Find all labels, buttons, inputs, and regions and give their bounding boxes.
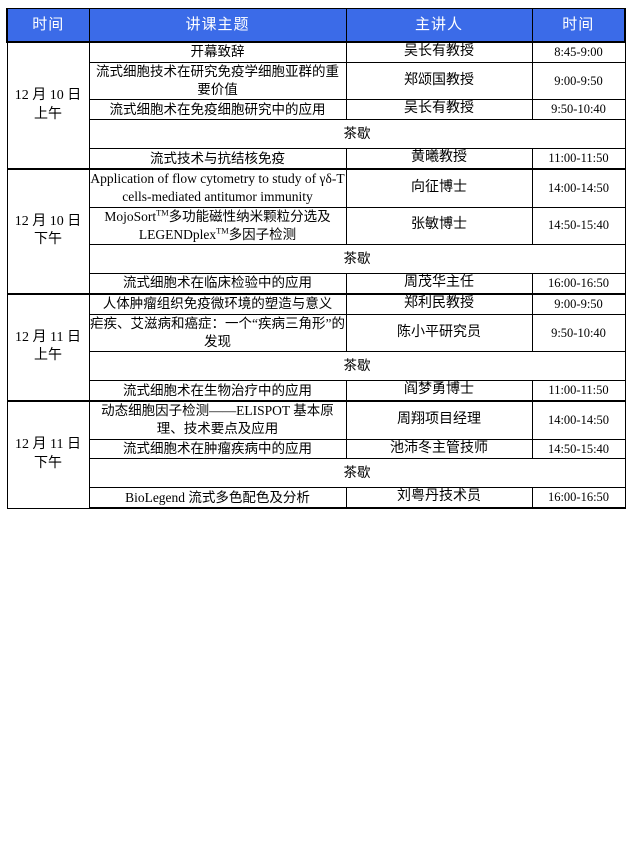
speaker-cell: 向征博士 <box>345 168 533 208</box>
table-row: 12 月 10 日上午 开幕致辞 吴长有教授 8:45-9:00 <box>6 40 626 170</box>
table-row: 流式技术与抗结核免疫 黄曦教授 11:00-11:50 <box>7 148 626 170</box>
table-row: 疟疾、艾滋病和癌症：一个“疾病三角形”的发现 陈小平研究员 9:50-10:40 <box>7 313 626 353</box>
topic-cell: 流式技术与抗结核免疫 <box>88 148 347 170</box>
date-cell: 12 月 11 日上午 <box>6 292 90 402</box>
speaker-cell: 陈小平研究员 <box>345 313 533 353</box>
table-row: 流式细胞术在生物治疗中的应用 阎梦勇博士 11:00-11:50 <box>7 380 626 402</box>
date-cell: 12 月 11 日下午 <box>6 400 90 509</box>
topic-cell: 流式细胞术在临床检验中的应用 <box>88 272 347 295</box>
topic-cell: 流式细胞术在免疫细胞研究中的应用 <box>88 99 347 121</box>
time-cell: 14:50-15:40 <box>531 206 626 245</box>
table-row: 12 月 10 日下午 Application of flow cytometry… <box>6 168 626 295</box>
date-half: 上午 <box>34 348 62 364</box>
table-header: 时间 讲课主题 主讲人 时间 <box>6 8 626 43</box>
table-body: 12 月 10 日上午 开幕致辞 吴长有教授 8:45-9:00 流式细胞技术在研究免疫… <box>6 40 626 510</box>
date-cell: 12 月 10 日下午 <box>6 168 90 295</box>
schedule-container: 时间 讲课主题 主讲人 时间 12 月 10 日上午 开幕致辞 吴长有教授 8:45-… <box>6 8 626 510</box>
topic-cell: Application of flow cytometry to study o… <box>88 168 347 208</box>
table-row: 茶歇 <box>7 119 626 150</box>
column-header-time: 时间 <box>531 8 626 43</box>
table-row: MojoSortTM多功能磁性纳米颗粒分选及 LEGENDplexTM多因子检测… <box>7 206 626 245</box>
column-header-topic: 讲课主题 <box>88 8 347 43</box>
time-cell: 14:00-14:50 <box>531 168 626 208</box>
date-cell: 12 月 10 日上午 <box>6 40 90 170</box>
speaker-cell: 刘粤丹技术员 <box>345 487 533 510</box>
topic-cell: 疟疾、艾滋病和癌症：一个“疾病三角形”的发现 <box>88 313 347 353</box>
topic-cell: 动态细胞因子检测——ELISPOT 基本原理、技术要点及应用 <box>88 400 347 440</box>
time-cell: 14:50-15:40 <box>531 438 626 460</box>
time-cell: 11:00-11:50 <box>531 380 626 402</box>
date-day: 12 月 10 日 <box>14 213 82 229</box>
topic-cell: 流式细胞技术在研究免疫学细胞亚群的重要价值 <box>88 61 347 101</box>
time-cell: 9:00-9:50 <box>531 292 626 315</box>
conference-schedule-table: 时间 讲课主题 主讲人 时间 12 月 10 日上午 开幕致辞 吴长有教授 8:45-… <box>6 8 626 510</box>
tea-break-cell: 茶歇 <box>88 351 626 382</box>
table-row: 流式细胞术在肿瘤疾病中的应用 池沛冬主管技师 14:50-15:40 <box>7 438 626 460</box>
date-day: 12 月 11 日 <box>15 437 81 453</box>
topic-cell: 开幕致辞 <box>88 40 347 63</box>
speaker-cell: 池沛冬主管技师 <box>345 438 533 460</box>
table-row: 流式细胞技术在研究免疫学细胞亚群的重要价值 郑颂国教授 9:00-9:50 <box>7 61 626 101</box>
topic-cell: MojoSortTM多功能磁性纳米颗粒分选及 LEGENDplexTM多因子检测 <box>88 206 347 245</box>
time-cell: 11:00-11:50 <box>531 148 626 170</box>
time-cell: 16:00-16:50 <box>531 272 626 295</box>
speaker-cell: 张敏博士 <box>345 206 533 245</box>
table-row: 12 月 11 日上午 人体肿瘤组织免疫微环境的塑造与意义 郑利民教授 9:00-9:… <box>6 292 626 402</box>
tea-break-cell: 茶歇 <box>88 458 626 489</box>
speaker-cell: 郑颂国教授 <box>345 61 533 101</box>
table-row: 茶歇 <box>7 243 626 274</box>
column-header-date: 时间 <box>6 8 90 43</box>
time-cell: 8:45-9:00 <box>531 40 626 63</box>
topic-cell: 人体肿瘤组织免疫微环境的塑造与意义 <box>88 292 347 315</box>
speaker-cell: 周翔项目经理 <box>345 400 533 440</box>
table-row: BioLegend 流式多色配色及分析 刘粤丹技术员 16:00-16:50 <box>7 487 626 510</box>
table-row: 流式细胞术在临床检验中的应用 周茂华主任 16:00-16:50 <box>7 272 626 295</box>
topic-cell: BioLegend 流式多色配色及分析 <box>88 487 347 510</box>
tea-break-cell: 茶歇 <box>88 119 626 150</box>
topic-cell: 流式细胞术在生物治疗中的应用 <box>88 380 347 402</box>
speaker-cell: 郑利民教授 <box>345 292 533 315</box>
time-cell: 16:00-16:50 <box>531 487 626 510</box>
speaker-cell: 周茂华主任 <box>345 272 533 295</box>
speaker-cell: 黄曦教授 <box>345 148 533 170</box>
header-row: 时间 讲课主题 主讲人 时间 <box>6 8 626 43</box>
topic-cell: 流式细胞术在肿瘤疾病中的应用 <box>88 438 347 460</box>
table-row: 茶歇 <box>7 351 626 382</box>
tea-break-cell: 茶歇 <box>88 243 626 274</box>
date-day: 12 月 10 日 <box>14 87 82 103</box>
table-row: 茶歇 <box>7 458 626 489</box>
date-day: 12 月 11 日 <box>15 329 81 345</box>
date-half: 上午 <box>34 106 62 122</box>
time-cell: 9:50-10:40 <box>531 99 626 121</box>
table-row: 流式细胞术在免疫细胞研究中的应用 吴长有教授 9:50-10:40 <box>7 99 626 121</box>
time-cell: 9:50-10:40 <box>531 313 626 353</box>
time-cell: 14:00-14:50 <box>531 400 626 440</box>
table-row: 12 月 11 日下午 动态细胞因子检测——ELISPOT 基本原理、技术要点及应… <box>6 400 626 509</box>
date-half: 下午 <box>34 232 62 248</box>
speaker-cell: 吴长有教授 <box>345 99 533 121</box>
column-header-speaker: 主讲人 <box>345 8 533 43</box>
time-cell: 9:00-9:50 <box>531 61 626 101</box>
date-half: 下午 <box>34 455 62 471</box>
speaker-cell: 吴长有教授 <box>345 40 533 63</box>
speaker-cell: 阎梦勇博士 <box>345 380 533 402</box>
